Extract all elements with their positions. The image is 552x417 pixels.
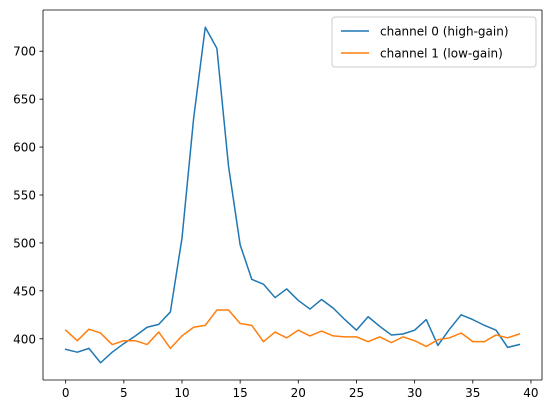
x-tick-label: 35 (465, 386, 480, 400)
y-tick-label: 600 (13, 141, 36, 155)
y-tick-label: 400 (13, 332, 36, 346)
x-tick-label: 10 (174, 386, 189, 400)
x-tick-label: 20 (291, 386, 306, 400)
x-tick-label: 15 (233, 386, 248, 400)
series-layer (64, 26, 521, 364)
x-tick-label: 40 (523, 386, 538, 400)
y-tick-label: 550 (13, 189, 36, 203)
legend-box (331, 16, 537, 68)
series-line-1 (64, 309, 521, 350)
x-tick-label: 25 (349, 386, 364, 400)
y-tick-label: 450 (13, 284, 36, 298)
ticks-layer: 0 5 10 15 20 25 30 35 40 400 450 500 550 600 650 700 (13, 45, 538, 400)
x-tick-label: 5 (120, 386, 128, 400)
legend: channel 0 (high-gain) channel 1 (low-gai… (331, 16, 537, 68)
legend-label-series-0: channel 0 (high-gain) (380, 25, 509, 39)
x-tick-label: 0 (62, 386, 70, 400)
y-tick-label: 700 (13, 45, 36, 59)
y-tick-label: 650 (13, 93, 36, 107)
series-line-0 (64, 26, 521, 364)
legend-label-series-1: channel 1 (low-gain) (380, 47, 503, 61)
y-tick-label: 500 (13, 236, 36, 250)
x-tick-label: 30 (407, 386, 422, 400)
